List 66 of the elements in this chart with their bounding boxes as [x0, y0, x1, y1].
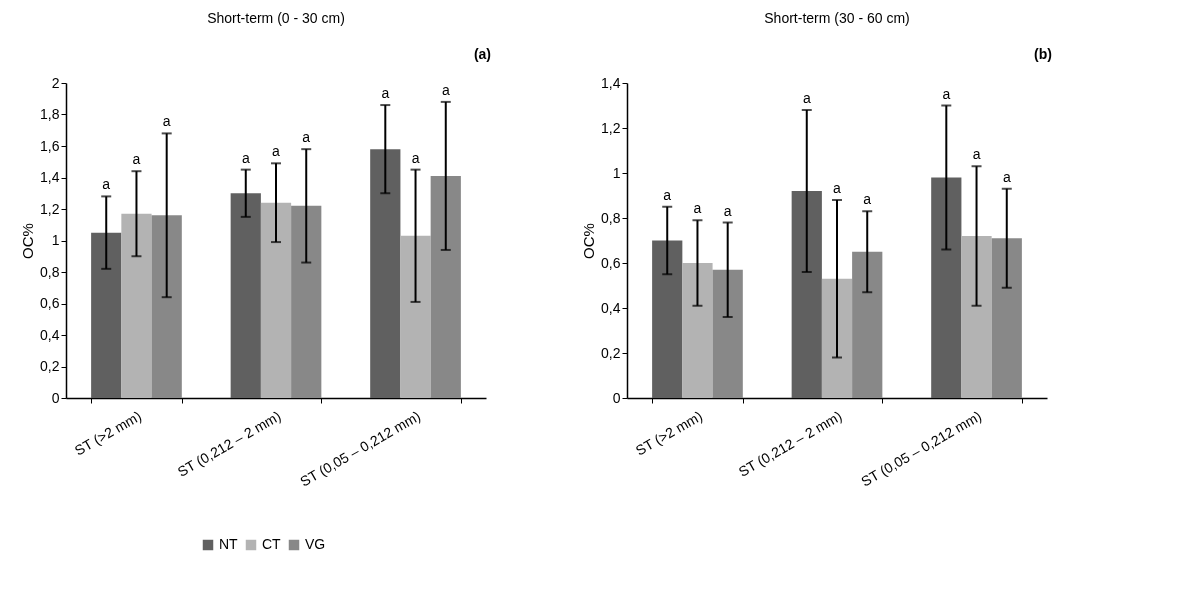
- bar: [121, 213, 152, 398]
- annotation: a: [1002, 168, 1011, 185]
- annotation: a: [102, 176, 111, 193]
- y-axis-title: OC%: [19, 223, 37, 259]
- legend-label: NT: [219, 536, 239, 552]
- annotation: a: [723, 202, 732, 219]
- y-tick-label: 0,2: [40, 358, 60, 374]
- bar: [991, 238, 1022, 398]
- y-tick-label: 1: [51, 232, 60, 248]
- annotation: a: [942, 85, 951, 102]
- text: (a): [473, 46, 491, 62]
- y-tick-label: 0: [51, 389, 60, 406]
- chart-title: Short-term (0 - 30 cm): [207, 10, 345, 26]
- annotation: a: [381, 85, 390, 102]
- bar: [370, 149, 401, 398]
- annotation: a: [802, 90, 811, 106]
- y-tick-label: 0,6: [40, 295, 60, 311]
- annotation: a: [693, 200, 702, 217]
- bar: [821, 278, 853, 398]
- text: (b): [1034, 46, 1052, 62]
- chart-title: Short-term (30 - 60 cm): [764, 10, 910, 26]
- bar: [260, 202, 292, 398]
- bar: [151, 215, 182, 398]
- y-tick-label: 2: [51, 74, 60, 91]
- bar: [852, 251, 883, 398]
- annotation: a: [863, 191, 872, 208]
- bar: [712, 269, 743, 398]
- bar: [230, 193, 261, 398]
- y-tick-label: 1,2: [601, 119, 621, 136]
- y-tick-label: 1: [612, 164, 621, 181]
- y-tick-label: 0,4: [40, 326, 60, 343]
- y-axis-title: OC%: [580, 223, 598, 259]
- y-tick-label: 1,2: [40, 200, 60, 217]
- y-tick-label: 1,4: [40, 169, 60, 185]
- annotation: a: [833, 180, 842, 196]
- bar: [400, 235, 431, 398]
- annotation: a: [241, 149, 250, 166]
- annotation: a: [441, 81, 450, 98]
- bar: [961, 236, 992, 398]
- annotation: a: [972, 146, 981, 163]
- bar: [931, 177, 962, 398]
- annotation: a: [302, 129, 311, 146]
- y-tick-label: 0,8: [601, 209, 621, 226]
- annotation: a: [272, 143, 281, 160]
- bar: [430, 175, 461, 398]
- bar: [791, 191, 822, 398]
- annotation: a: [663, 186, 672, 203]
- bar: [682, 263, 713, 398]
- y-tick-label: 1,6: [40, 137, 60, 154]
- y-tick-label: 0,6: [601, 254, 621, 271]
- y-tick-label: 1,8: [40, 106, 60, 122]
- legend-label: CT: [262, 536, 282, 552]
- y-tick-label: 0,2: [601, 344, 621, 361]
- annotation: a: [162, 113, 171, 130]
- y-tick-label: 1,4: [601, 74, 621, 91]
- y-tick-label: 0,4: [601, 299, 621, 316]
- bar: [91, 232, 122, 398]
- x-tick-label: ST (>2 mm): [632, 407, 705, 459]
- annotation: a: [132, 151, 141, 168]
- bar: [652, 240, 683, 398]
- bar: [291, 205, 322, 398]
- x-tick-label: ST (>2 mm): [71, 407, 144, 459]
- y-tick-label: 0: [612, 389, 621, 406]
- legend-label: VG: [305, 536, 326, 552]
- annotation: a: [411, 149, 420, 166]
- y-tick-label: 0,8: [40, 263, 60, 280]
